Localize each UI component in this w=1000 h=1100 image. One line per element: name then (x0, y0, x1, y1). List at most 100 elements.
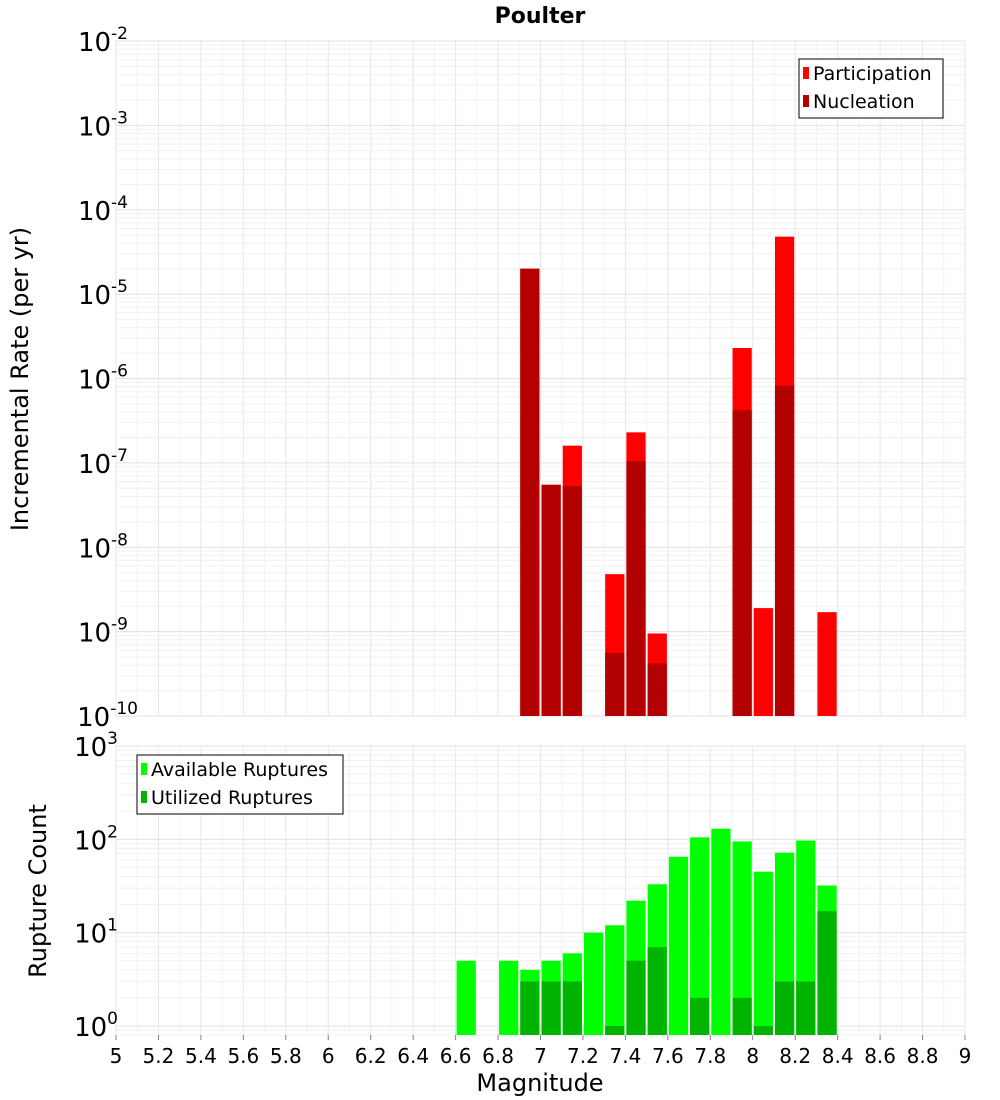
legend-label-participation: Participation (813, 63, 932, 85)
count-bar-utilized-ruptures (647, 947, 667, 1035)
x-tick-label: 6.8 (482, 1044, 514, 1068)
x-tick-label: 8 (746, 1044, 759, 1068)
count-bar-available-ruptures (753, 871, 773, 1035)
x-tick-label: 8.4 (822, 1044, 854, 1068)
x-tick-label: 5.2 (143, 1044, 175, 1068)
chart-title: Poulter (495, 4, 586, 29)
x-tick-label: 5.4 (185, 1044, 217, 1068)
x-tick-label: 6 (322, 1044, 335, 1068)
count-bar-utilized-ruptures (817, 911, 837, 1035)
rate-y-tick-exponent: -5 (111, 277, 128, 297)
rate-y-tick-exponent: -10 (110, 699, 138, 719)
rate-y-tick-label: 10-4 (78, 193, 128, 227)
x-tick-label: 9 (959, 1044, 972, 1068)
x-tick-label: 5 (110, 1044, 123, 1068)
x-tick-label: 8.8 (907, 1044, 939, 1068)
legend-swatch-available (141, 763, 147, 775)
rate-y-tick-base: 10 (78, 366, 111, 396)
count-bar-available-ruptures (456, 960, 476, 1035)
rate-legend: Participation Nucleation (798, 58, 944, 119)
rate-grid (115, 40, 966, 717)
count-y-tick-exponent: 2 (107, 822, 118, 842)
x-tick-label: 5.8 (270, 1044, 302, 1068)
count-bar-utilized-ruptures (626, 960, 646, 1035)
rate-y-tick-exponent: -9 (111, 615, 128, 635)
count-y-tick-label: 100 (74, 1009, 118, 1043)
rate-y-tick-label: 10-6 (78, 362, 128, 396)
rate-bar-nucleation (562, 486, 582, 716)
rate-bar-nucleation (626, 461, 646, 716)
rate-y-tick-label: 10-7 (78, 446, 128, 480)
count-bars (456, 828, 837, 1035)
count-bar-available-ruptures (732, 841, 752, 1035)
count-bar-utilized-ruptures (520, 981, 540, 1035)
count-bar-available-ruptures (583, 932, 604, 1035)
count-bar-utilized-ruptures (753, 1025, 773, 1035)
count-y-tick-base: 10 (74, 826, 107, 856)
count-y-tick-label: 101 (74, 916, 118, 950)
rate-bar-nucleation (774, 385, 795, 716)
count-legend: Available Ruptures Utilized Ruptures (136, 754, 344, 815)
count-y-axis-label: Rupture Count (24, 804, 52, 978)
count-y-tick-exponent: 0 (107, 1009, 118, 1029)
rate-legend-box (798, 58, 944, 119)
count-bar-utilized-ruptures (732, 997, 752, 1035)
count-bar-available-ruptures (711, 828, 731, 1035)
legend-label-utilized: Utilized Ruptures (151, 787, 313, 809)
count-bar-utilized-ruptures (690, 997, 710, 1035)
count-y-tick-base: 10 (74, 733, 107, 763)
rate-y-tick-base: 10 (78, 281, 111, 311)
x-tick-label: 8.6 (864, 1044, 896, 1068)
rate-y-tick-exponent: -8 (111, 530, 128, 550)
count-y-tick-exponent: 1 (107, 916, 118, 936)
rate-y-tick-label: 10-2 (78, 24, 128, 58)
rate-y-tick-base: 10 (78, 450, 111, 480)
legend-swatch-nucleation (803, 95, 809, 107)
legend-label-available: Available Ruptures (151, 759, 328, 781)
rate-bar-participation (817, 612, 837, 716)
legend-swatch-utilized (141, 791, 147, 803)
x-tick-label: 7.8 (694, 1044, 726, 1068)
count-bar-utilized-ruptures (541, 981, 561, 1035)
rate-y-tick-base: 10 (78, 534, 111, 564)
rate-y-axis-label: Incremental Rate (per yr) (6, 227, 34, 531)
count-bar-utilized-ruptures (562, 981, 582, 1035)
count-bar-available-ruptures (605, 925, 625, 1035)
rate-y-tick-label: 10-8 (78, 530, 128, 564)
x-tick-label: 7.2 (567, 1044, 599, 1068)
rate-y-tick-label: 10-10 (77, 699, 138, 733)
rate-bar-nucleation (541, 484, 561, 716)
rate-y-tick-exponent: -3 (111, 108, 128, 128)
count-bar-utilized-ruptures (605, 1025, 625, 1035)
rate-y-tick-base: 10 (78, 619, 111, 649)
count-y-tick-label: 103 (74, 729, 118, 763)
rate-y-tick-label: 10-9 (78, 615, 128, 649)
rate-y-tick-base: 10 (78, 197, 111, 227)
rate-y-tick-base: 10 (78, 28, 111, 58)
rate-y-tick-exponent: -7 (111, 446, 128, 466)
x-tick-label: 6.6 (440, 1044, 472, 1068)
rate-bar-nucleation (647, 663, 667, 716)
magnitude-x-ticks: 5 5.2 5.4 5.6 5.8 6 6.2 6.4 6.6 6.8 7 7.2 7.4 7.6 7.8 8… (110, 1035, 972, 1068)
rate-bar-nucleation (520, 268, 540, 716)
rate-y-tick-exponent: -2 (111, 24, 128, 44)
count-y-tick-label: 102 (74, 822, 118, 856)
rate-bar-participation (753, 608, 773, 716)
rate-y-tick-exponent: -6 (111, 362, 128, 382)
rate-bar-nucleation (732, 410, 752, 716)
x-tick-label: 8.2 (779, 1044, 811, 1068)
rate-y-tick-exponent: -4 (111, 193, 128, 213)
rate-y-tick-base: 10 (77, 703, 110, 733)
count-legend-box (136, 754, 344, 815)
count-bar-available-ruptures (668, 856, 689, 1035)
rate-y-tick-base: 10 (78, 112, 111, 142)
count-y-tick-exponent: 3 (107, 729, 118, 749)
rate-y-tick-label: 10-3 (78, 108, 128, 142)
legend-swatch-participation (803, 67, 809, 79)
rate-bars (520, 236, 837, 716)
